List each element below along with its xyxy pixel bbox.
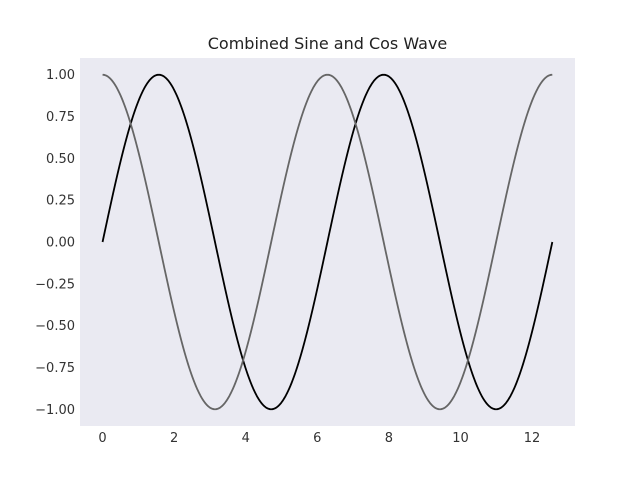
x-tick-label: 10 — [452, 431, 469, 446]
sine-series-line — [101, 73, 554, 411]
y-tick-label: −0.25 — [35, 277, 75, 292]
cosine-series-line — [102, 73, 553, 411]
x-tick-label: 12 — [524, 431, 541, 446]
y-tick-label: −0.75 — [35, 361, 75, 376]
x-tick-label: 6 — [313, 431, 321, 446]
x-tick-label: 4 — [242, 431, 250, 446]
y-tick-label: 0.50 — [46, 152, 75, 167]
y-tick-label: −0.50 — [35, 319, 75, 334]
x-axis-tick-labels: 0 2 4 6 8 10 12 — [98, 431, 540, 446]
series-lines — [101, 73, 554, 411]
y-tick-label: 0.75 — [46, 110, 75, 125]
x-tick-label: 0 — [98, 431, 106, 446]
x-tick-label: 2 — [170, 431, 178, 446]
y-tick-label: 0.25 — [46, 194, 75, 209]
y-tick-label: 1.00 — [46, 68, 75, 83]
y-axis-tick-labels: 1.00 0.75 0.50 0.25 0.00 −0.25 −0.50 −0.75 −1.00 — [35, 68, 75, 418]
x-tick-label: 8 — [385, 431, 393, 446]
y-tick-label: −1.00 — [35, 403, 75, 418]
y-tick-label: 0.00 — [46, 236, 75, 251]
chart-title: Combined Sine and Cos Wave — [208, 34, 448, 53]
